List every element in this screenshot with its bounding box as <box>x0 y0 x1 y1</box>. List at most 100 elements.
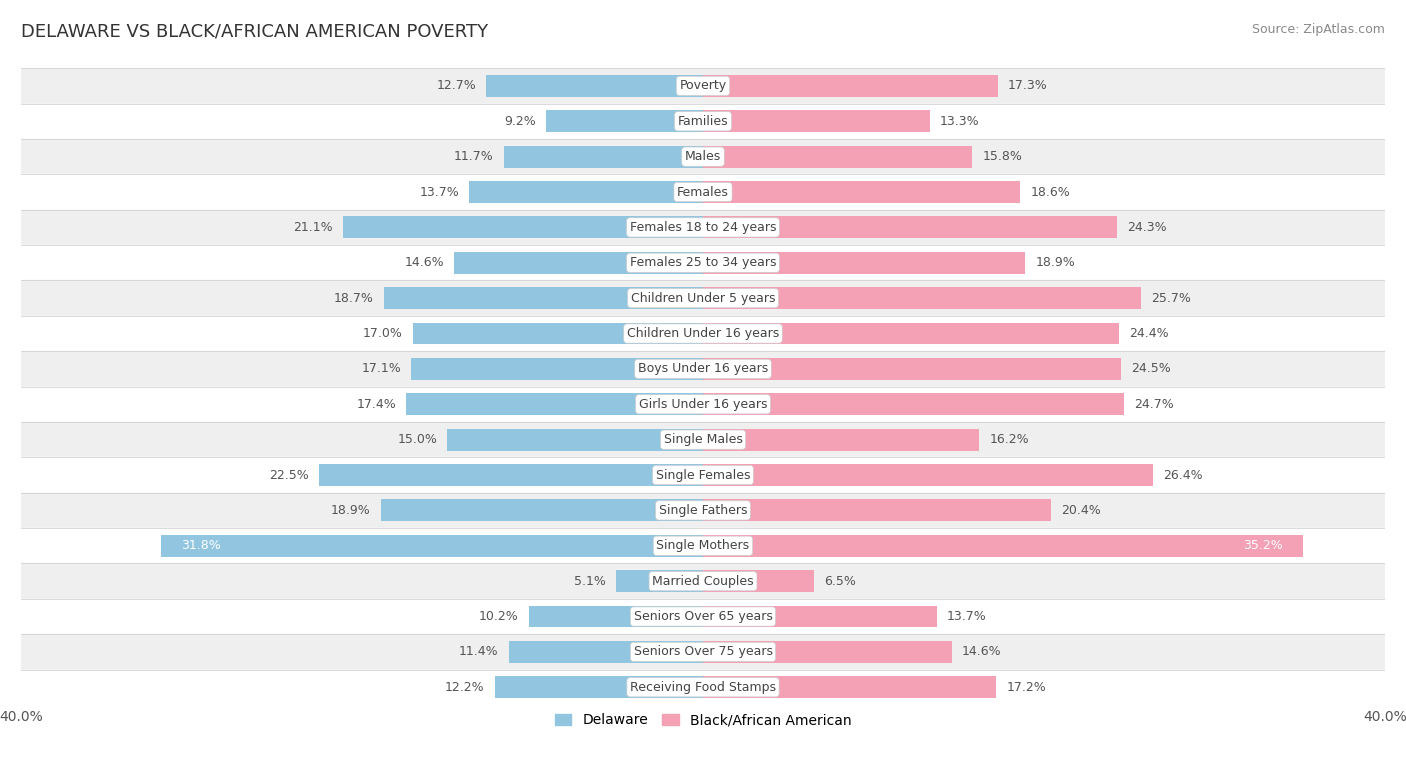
Bar <box>412 358 703 380</box>
Bar <box>160 535 703 556</box>
Text: 24.3%: 24.3% <box>1128 221 1167 234</box>
Bar <box>381 500 703 522</box>
Text: 18.6%: 18.6% <box>1031 186 1070 199</box>
Text: 13.7%: 13.7% <box>946 610 987 623</box>
Bar <box>703 570 814 592</box>
Bar <box>486 75 703 97</box>
Bar <box>21 104 1385 139</box>
Bar <box>703 323 1119 344</box>
Text: 17.2%: 17.2% <box>1007 681 1046 694</box>
Text: Boys Under 16 years: Boys Under 16 years <box>638 362 768 375</box>
Text: 9.2%: 9.2% <box>505 114 536 128</box>
Bar <box>703 252 1025 274</box>
Bar <box>703 75 998 97</box>
Bar <box>21 280 1385 316</box>
Bar <box>703 287 1142 309</box>
Text: 17.0%: 17.0% <box>363 327 404 340</box>
Bar <box>21 174 1385 210</box>
Text: Males: Males <box>685 150 721 163</box>
Text: 15.0%: 15.0% <box>396 433 437 446</box>
Bar <box>495 676 703 698</box>
Text: 20.4%: 20.4% <box>1062 504 1101 517</box>
Bar <box>703 111 929 132</box>
Text: 24.7%: 24.7% <box>1135 398 1174 411</box>
Text: 13.3%: 13.3% <box>941 114 980 128</box>
Bar <box>319 464 703 486</box>
Bar <box>21 351 1385 387</box>
Text: 6.5%: 6.5% <box>824 575 856 587</box>
Text: 21.1%: 21.1% <box>294 221 333 234</box>
Text: 11.7%: 11.7% <box>454 150 494 163</box>
Bar <box>343 217 703 238</box>
Text: Single Males: Single Males <box>664 433 742 446</box>
Bar <box>21 669 1385 705</box>
Text: 18.9%: 18.9% <box>330 504 371 517</box>
Text: 31.8%: 31.8% <box>181 539 221 553</box>
Bar <box>413 323 703 344</box>
Bar <box>21 599 1385 634</box>
Bar <box>703 500 1050 522</box>
Legend: Delaware, Black/African American: Delaware, Black/African American <box>548 708 858 733</box>
Text: 18.9%: 18.9% <box>1035 256 1076 269</box>
Bar <box>406 393 703 415</box>
Text: 24.4%: 24.4% <box>1129 327 1168 340</box>
Text: 22.5%: 22.5% <box>270 468 309 481</box>
Text: 35.2%: 35.2% <box>1243 539 1282 553</box>
Text: Children Under 16 years: Children Under 16 years <box>627 327 779 340</box>
Bar <box>21 316 1385 351</box>
Text: 25.7%: 25.7% <box>1152 292 1191 305</box>
Text: Females 18 to 24 years: Females 18 to 24 years <box>630 221 776 234</box>
Text: 17.4%: 17.4% <box>356 398 396 411</box>
Text: Poverty: Poverty <box>679 80 727 92</box>
Bar <box>503 146 703 168</box>
Text: 18.7%: 18.7% <box>335 292 374 305</box>
Text: 12.7%: 12.7% <box>436 80 477 92</box>
Bar <box>21 634 1385 669</box>
Bar <box>21 457 1385 493</box>
Bar <box>703 393 1123 415</box>
Bar <box>470 181 703 203</box>
Text: 5.1%: 5.1% <box>574 575 606 587</box>
Text: 14.6%: 14.6% <box>405 256 444 269</box>
Text: Single Mothers: Single Mothers <box>657 539 749 553</box>
Text: Single Fathers: Single Fathers <box>659 504 747 517</box>
Bar <box>546 111 703 132</box>
Bar <box>21 245 1385 280</box>
Text: Receiving Food Stamps: Receiving Food Stamps <box>630 681 776 694</box>
Text: 17.3%: 17.3% <box>1008 80 1047 92</box>
Bar <box>703 146 973 168</box>
Bar <box>21 493 1385 528</box>
Bar <box>703 217 1118 238</box>
Text: Children Under 5 years: Children Under 5 years <box>631 292 775 305</box>
Bar <box>21 422 1385 457</box>
Bar <box>703 641 952 662</box>
Text: 15.8%: 15.8% <box>983 150 1022 163</box>
Text: 17.1%: 17.1% <box>361 362 401 375</box>
Bar <box>21 563 1385 599</box>
Bar <box>703 606 936 628</box>
Bar <box>509 641 703 662</box>
Bar <box>703 181 1021 203</box>
Text: Seniors Over 75 years: Seniors Over 75 years <box>634 645 772 659</box>
Text: Girls Under 16 years: Girls Under 16 years <box>638 398 768 411</box>
Text: Seniors Over 65 years: Seniors Over 65 years <box>634 610 772 623</box>
Text: 11.4%: 11.4% <box>458 645 499 659</box>
Bar <box>454 252 703 274</box>
Text: Source: ZipAtlas.com: Source: ZipAtlas.com <box>1251 23 1385 36</box>
Text: 24.5%: 24.5% <box>1130 362 1171 375</box>
Bar <box>21 528 1385 563</box>
Text: Married Couples: Married Couples <box>652 575 754 587</box>
Bar <box>703 429 979 450</box>
Bar <box>703 358 1121 380</box>
Bar <box>384 287 703 309</box>
Text: 16.2%: 16.2% <box>990 433 1029 446</box>
Bar <box>447 429 703 450</box>
Text: Females: Females <box>678 186 728 199</box>
Text: 10.2%: 10.2% <box>479 610 519 623</box>
Bar <box>703 535 1303 556</box>
Text: Families: Families <box>678 114 728 128</box>
Text: 13.7%: 13.7% <box>419 186 460 199</box>
Bar <box>21 139 1385 174</box>
Text: Females 25 to 34 years: Females 25 to 34 years <box>630 256 776 269</box>
Text: 26.4%: 26.4% <box>1163 468 1204 481</box>
